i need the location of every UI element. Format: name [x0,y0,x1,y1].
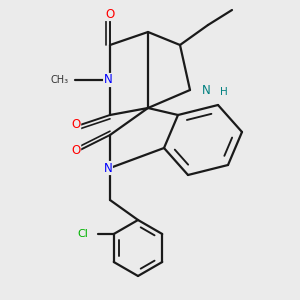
Text: N: N [103,161,112,175]
Text: O: O [105,8,115,20]
Text: N: N [202,83,211,97]
Text: O: O [71,143,81,157]
Text: H: H [220,87,228,97]
Text: Cl: Cl [77,229,88,239]
Text: CH₃: CH₃ [51,75,69,85]
Text: N: N [103,74,112,86]
Text: O: O [71,118,81,131]
